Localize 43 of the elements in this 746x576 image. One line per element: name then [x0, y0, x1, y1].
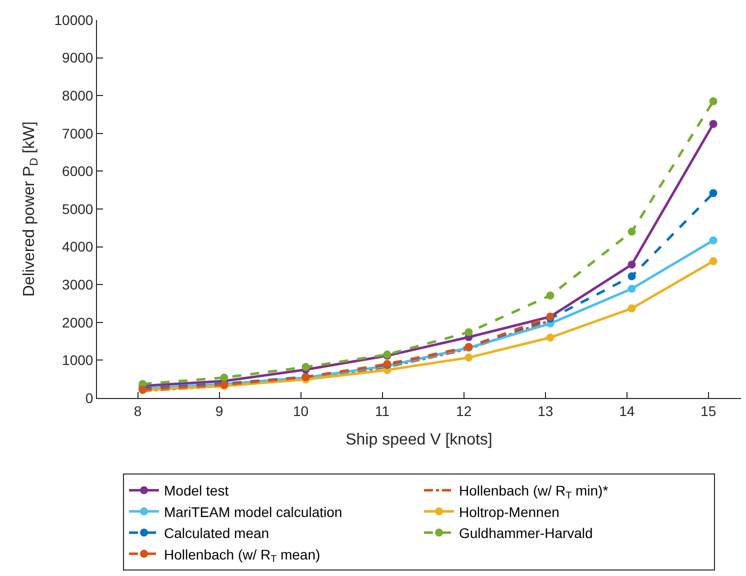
x-tick-label: 11 — [375, 402, 390, 419]
legend-label: Holtrop-Mennen — [459, 504, 560, 520]
legend-label: Model test — [164, 482, 229, 499]
y-tick-label: 0 — [85, 390, 94, 406]
x-tick-label: 8 — [134, 402, 142, 419]
point — [709, 236, 718, 244]
y-tick-label: 6000 — [62, 163, 94, 180]
point — [709, 97, 718, 106]
y-tick-label: 4000 — [62, 238, 94, 255]
point — [628, 260, 636, 269]
x-tick-label: 15 — [700, 402, 716, 419]
legend-label: Hollenbach (w/ R$_{T}$ mean) — [164, 546, 320, 566]
point — [709, 257, 718, 266]
y-tick-label: 5000 — [62, 200, 94, 217]
x-tick-label: 13 — [538, 402, 554, 419]
y-tick-label: 9000 — [62, 50, 94, 66]
point — [628, 228, 636, 236]
point — [628, 284, 636, 293]
y-tick-label: 10000 — [54, 12, 94, 28]
legend-label: Calculated mean — [164, 525, 270, 542]
legend-label: MariTEAM model calculation — [164, 504, 342, 520]
point — [464, 328, 473, 336]
x-tick-label: 9 — [215, 402, 224, 419]
x-axis-title: Ship speed V [knots] — [346, 432, 492, 448]
point — [709, 120, 718, 128]
legend-label: Hollenbach (w/ R$_{T}$ min)* — [459, 482, 609, 502]
y-tick-label: 3000 — [62, 276, 94, 292]
x-tick-label: 12 — [456, 402, 472, 419]
point — [709, 189, 718, 198]
point — [546, 334, 554, 342]
x-tick-label: 14 — [619, 402, 635, 419]
point — [220, 374, 228, 382]
point — [628, 272, 636, 280]
y-tick-label: 2000 — [62, 314, 94, 330]
y-tick-label: 7000 — [62, 125, 94, 142]
point — [464, 354, 473, 362]
legend-label: Guldhammer-Harvald — [459, 525, 593, 542]
point — [628, 304, 636, 312]
point — [546, 292, 554, 300]
x-tick-label: 10 — [293, 402, 309, 419]
point — [302, 363, 310, 371]
y-tick-label: 8000 — [62, 88, 94, 104]
y-tick-label: 1000 — [62, 352, 94, 368]
